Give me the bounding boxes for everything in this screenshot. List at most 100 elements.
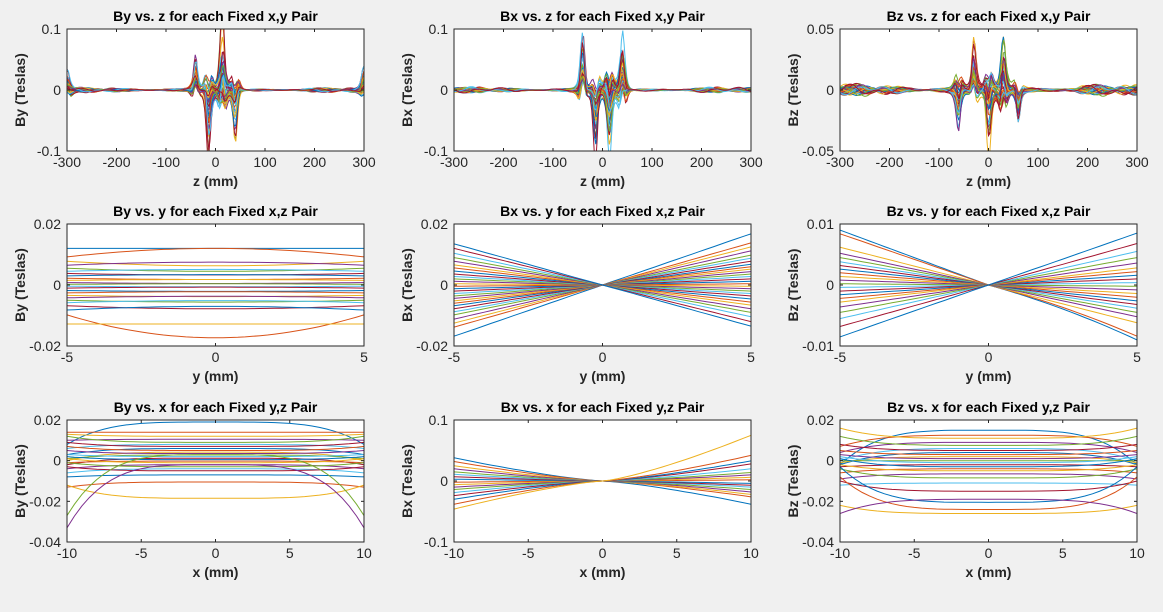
series-line [67, 247, 364, 258]
x-tick-label: 0 [985, 349, 993, 365]
y-tick-label: 0.1 [429, 412, 449, 428]
series-line [67, 274, 364, 277]
y-axis-label: By (Teslas) [12, 53, 28, 127]
series-line [454, 42, 751, 151]
series-line [840, 458, 1137, 468]
x-tick-label: 300 [1125, 154, 1149, 170]
x-tick-label: 200 [690, 154, 714, 170]
series-line [840, 476, 1137, 510]
series-line [840, 435, 1137, 446]
series-line [840, 480, 1137, 492]
plot-area [67, 420, 364, 542]
x-tick-label: 0 [985, 154, 993, 170]
x-axis-label: z (mm) [193, 173, 238, 189]
subplot-title: Bz vs. z for each Fixed x,y Pair [887, 8, 1091, 24]
x-tick-label: -10 [57, 545, 77, 561]
series-line [840, 498, 1137, 514]
y-tick-label: -0.05 [802, 143, 834, 159]
series-line [840, 450, 1137, 456]
series-line [840, 443, 1137, 451]
series-group [840, 427, 1137, 514]
subplot-title: Bz vs. y for each Fixed x,z Pair [887, 203, 1091, 219]
x-tick-label: 0 [599, 349, 607, 365]
subplot-9: -10 -5 0 5 10 -0.04 -0.02 0 0.02 Bz vs. x for eac… [785, 399, 1145, 580]
series-group [67, 247, 364, 339]
y-tick-label: 0.02 [421, 216, 448, 232]
y-axis-label: Bz (Teslas) [785, 445, 801, 518]
y-tick-label: -0.02 [29, 338, 61, 354]
y-tick-label: 0.1 [429, 21, 449, 37]
series-line [67, 454, 364, 516]
series-line [67, 454, 364, 458]
y-axis-label: Bx (Teslas) [399, 444, 415, 518]
series-group [67, 421, 364, 529]
series-group [454, 30, 751, 151]
series-line [840, 43, 1137, 138]
y-tick-label: 0 [826, 277, 834, 293]
series-line [67, 295, 364, 299]
series-line [67, 451, 364, 462]
series-group [454, 233, 751, 337]
series-line [67, 268, 364, 272]
y-tick-label: 0.1 [42, 21, 62, 37]
subplot-title: By vs. y for each Fixed x,z Pair [113, 203, 318, 219]
x-tick-label: -5 [834, 349, 847, 365]
x-tick-label: -5 [135, 545, 148, 561]
y-tick-label: 0.02 [34, 412, 61, 428]
x-tick-label: -300 [826, 154, 854, 170]
x-tick-label: 0 [212, 154, 220, 170]
y-tick-label: -0.02 [416, 338, 448, 354]
series-line [840, 452, 1137, 466]
subplot-title: Bx vs. y for each Fixed x,z Pair [500, 203, 705, 219]
x-axis-label: x (mm) [966, 564, 1012, 580]
series-line [67, 458, 364, 464]
series-line [67, 300, 364, 304]
x-tick-label: -5 [908, 545, 921, 561]
x-tick-label: -200 [489, 154, 517, 170]
series-line [840, 504, 1137, 514]
x-tick-label: 300 [352, 154, 376, 170]
subplot-title: Bz vs. x for each Fixed y,z Pair [887, 399, 1090, 415]
y-tick-label: 0 [826, 453, 834, 469]
y-tick-label: 0 [53, 82, 61, 98]
series-line [840, 427, 1137, 439]
series-group [67, 29, 364, 151]
x-axis-label: y (mm) [580, 368, 626, 384]
y-tick-label: -0.02 [802, 493, 834, 509]
x-tick-label: -5 [448, 349, 461, 365]
series-line [67, 464, 364, 529]
series-group [840, 36, 1137, 151]
series-line [840, 466, 1137, 503]
x-tick-label: 100 [640, 154, 664, 170]
series-line [67, 481, 364, 488]
x-tick-label: 300 [739, 154, 763, 170]
subplot-6: -5 0 5 -0.01 0 0.01 Bz vs. y for each Fixed x,… [785, 203, 1141, 384]
x-axis-label: z (mm) [580, 173, 625, 189]
x-tick-label: -10 [830, 545, 850, 561]
plot-area [67, 224, 364, 346]
y-tick-label: 0 [826, 82, 834, 98]
series-line [67, 466, 364, 472]
y-axis-label: Bx (Teslas) [399, 248, 415, 322]
y-tick-label: 0.02 [807, 412, 834, 428]
y-axis-label: Bz (Teslas) [785, 249, 801, 322]
series-line [67, 286, 364, 289]
x-tick-label: 5 [673, 545, 681, 561]
x-axis-label: x (mm) [580, 564, 626, 580]
subplot-title: By vs. z for each Fixed x,y Pair [113, 8, 318, 24]
y-tick-label: -0.04 [29, 534, 61, 550]
series-line [840, 434, 1137, 447]
x-tick-label: -10 [444, 545, 464, 561]
x-tick-label: 10 [356, 545, 372, 561]
series-line [67, 261, 364, 266]
x-tick-label: 0 [212, 349, 220, 365]
series-line [67, 456, 364, 461]
series-line [840, 456, 1137, 464]
series-line [67, 291, 364, 294]
series-line [840, 468, 1137, 479]
x-tick-label: -5 [522, 545, 535, 561]
x-tick-label: -100 [539, 154, 567, 170]
x-tick-label: 100 [1026, 154, 1050, 170]
x-tick-label: 0 [599, 545, 607, 561]
